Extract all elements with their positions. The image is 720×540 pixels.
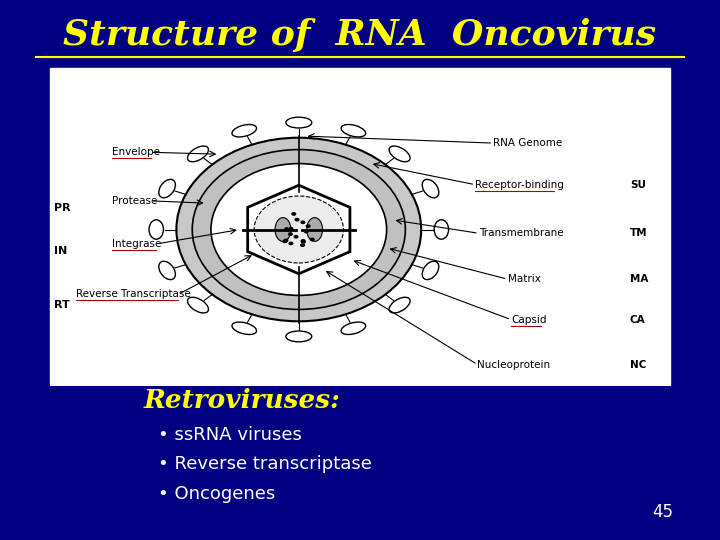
Circle shape — [288, 232, 293, 236]
Text: • Oncogenes: • Oncogenes — [158, 485, 276, 503]
Text: Nucleoprotein: Nucleoprotein — [477, 360, 551, 369]
Ellipse shape — [159, 179, 176, 198]
Circle shape — [176, 138, 421, 321]
Text: Transmembrane: Transmembrane — [479, 228, 564, 238]
Text: CA: CA — [630, 315, 646, 325]
Ellipse shape — [275, 218, 291, 241]
Circle shape — [254, 196, 343, 263]
Text: • Reverse transcriptase: • Reverse transcriptase — [158, 455, 372, 474]
Text: MA: MA — [630, 274, 649, 284]
Text: 45: 45 — [652, 503, 673, 521]
Ellipse shape — [232, 322, 256, 334]
Ellipse shape — [307, 218, 323, 241]
Ellipse shape — [159, 261, 176, 280]
Circle shape — [301, 239, 306, 243]
Ellipse shape — [187, 146, 209, 162]
Text: Receptor-binding: Receptor-binding — [475, 180, 564, 190]
Circle shape — [300, 244, 305, 247]
Ellipse shape — [422, 179, 438, 198]
Text: IN: IN — [54, 246, 67, 256]
Text: Retroviruses:: Retroviruses: — [144, 388, 341, 413]
Circle shape — [291, 212, 296, 216]
Ellipse shape — [341, 322, 366, 334]
Circle shape — [282, 240, 287, 244]
Circle shape — [294, 235, 299, 239]
Text: TM: TM — [630, 228, 647, 238]
Circle shape — [294, 218, 300, 221]
Circle shape — [301, 240, 306, 244]
Text: Envelope: Envelope — [112, 147, 160, 157]
Text: RNA Genome: RNA Genome — [493, 138, 562, 148]
Ellipse shape — [187, 297, 209, 313]
Text: • ssRNA viruses: • ssRNA viruses — [158, 426, 302, 444]
Circle shape — [284, 239, 289, 242]
Circle shape — [211, 164, 387, 295]
Ellipse shape — [341, 125, 366, 137]
Ellipse shape — [389, 146, 410, 162]
Text: Capsid: Capsid — [511, 315, 546, 325]
FancyBboxPatch shape — [50, 68, 670, 386]
Circle shape — [289, 227, 294, 231]
Text: Matrix: Matrix — [508, 274, 541, 284]
Circle shape — [300, 220, 305, 224]
Ellipse shape — [286, 117, 312, 128]
Ellipse shape — [389, 297, 410, 313]
Circle shape — [310, 238, 315, 241]
Ellipse shape — [149, 220, 163, 239]
Text: RT: RT — [54, 300, 70, 310]
Text: Integrase: Integrase — [112, 239, 161, 249]
Text: PR: PR — [54, 203, 71, 213]
Ellipse shape — [434, 220, 449, 239]
Ellipse shape — [286, 331, 312, 342]
Text: NC: NC — [630, 360, 647, 369]
Text: Protease: Protease — [112, 196, 157, 206]
Circle shape — [305, 224, 310, 228]
Circle shape — [192, 150, 405, 309]
Text: SU: SU — [630, 180, 646, 190]
Ellipse shape — [232, 125, 256, 137]
Circle shape — [304, 230, 309, 233]
Text: Structure of  RNA  Oncovirus: Structure of RNA Oncovirus — [63, 18, 657, 52]
Text: Reverse Transcriptase: Reverse Transcriptase — [76, 289, 190, 299]
Ellipse shape — [422, 261, 438, 280]
FancyBboxPatch shape — [0, 386, 720, 540]
Circle shape — [284, 227, 289, 231]
Circle shape — [289, 241, 294, 245]
Polygon shape — [248, 185, 350, 274]
